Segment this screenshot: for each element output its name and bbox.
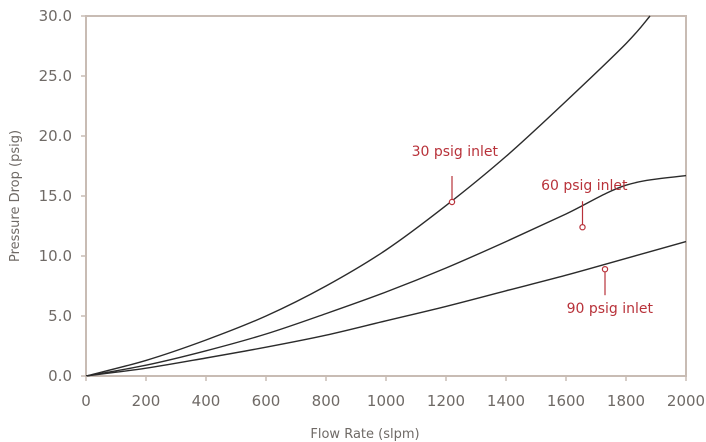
x-tick-label: 1200	[427, 392, 465, 410]
x-tick-label: 1600	[547, 392, 585, 410]
y-tick-label: 30.0	[39, 7, 72, 25]
y-tick-label: 15.0	[39, 187, 72, 205]
annotation-marker	[601, 266, 609, 273]
plot-border	[85, 15, 687, 377]
tick-layer: 0 200 400 600 800 1000 1200 1400 1600 1800 2000 0.0…	[39, 7, 706, 410]
y-axis-title: Pressure Drop (psig)	[8, 130, 23, 262]
annotation-layer: 30 psig inlet 60 psig inlet 90 psig inlet	[412, 144, 654, 317]
annotation-marker	[579, 223, 586, 231]
x-tick-label: 200	[132, 392, 161, 410]
y-tick-label: 20.0	[39, 127, 72, 145]
annotation-label: 60 psig inlet	[541, 178, 628, 194]
annotation-marker	[448, 198, 456, 206]
x-tick-label: 1400	[487, 392, 525, 410]
x-tick-label: 400	[192, 392, 221, 410]
x-tick-label: 2000	[667, 392, 705, 410]
series-line-2	[85, 174, 687, 377]
annotation-label: 30 psig inlet	[412, 144, 499, 160]
y-tick-label: 5.0	[48, 307, 72, 325]
series-line-3	[85, 240, 687, 377]
series-layer	[85, 15, 687, 377]
x-axis-title: Flow Rate (slpm)	[310, 427, 419, 442]
x-tick-label: 0	[81, 392, 91, 410]
y-tick-label: 25.0	[39, 67, 72, 85]
x-tick-label: 600	[252, 392, 281, 410]
y-tick-label: 0.0	[48, 367, 72, 385]
x-tick-label: 800	[312, 392, 341, 410]
annotation-label: 90 psig inlet	[567, 301, 654, 317]
series-line-1	[85, 15, 651, 377]
plot-frame	[85, 15, 687, 377]
y-tick-label: 10.0	[39, 247, 72, 265]
x-tick-label: 1800	[607, 392, 645, 410]
x-tick-label: 1000	[367, 392, 405, 410]
